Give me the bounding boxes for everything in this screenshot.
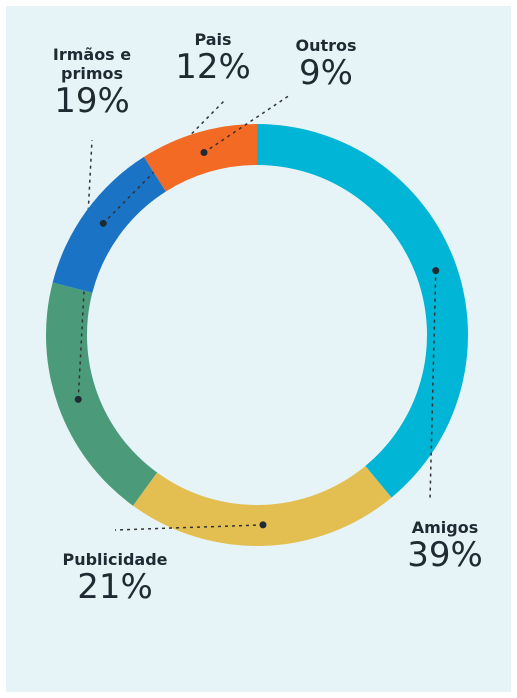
leader-line	[429, 270, 437, 501]
leader-line	[203, 94, 291, 154]
leader-dot	[259, 521, 267, 529]
donut-segment	[257, 124, 468, 498]
segment-value: 39%	[407, 535, 483, 575]
leader-dot	[200, 149, 208, 157]
segment-name: Amigos	[411, 518, 479, 537]
segment-value: 19%	[54, 81, 130, 121]
segment-name: Pais	[194, 30, 232, 49]
donut-segment	[143, 124, 257, 192]
segment-name: Publicidade	[62, 550, 168, 569]
leader-dot	[432, 267, 440, 275]
leader-dot	[74, 395, 82, 403]
segment-name: Irmãos e primos	[52, 45, 132, 83]
donut-segment	[52, 156, 166, 293]
segment-value: 9%	[299, 53, 353, 93]
donut-segment	[132, 465, 392, 547]
leader-line	[77, 139, 93, 400]
segment-value: 21%	[77, 567, 153, 607]
donut-segment	[46, 282, 158, 506]
segment-name: Outros	[295, 36, 357, 55]
segment-value: 12%	[175, 47, 251, 87]
leader-dot	[99, 219, 107, 227]
